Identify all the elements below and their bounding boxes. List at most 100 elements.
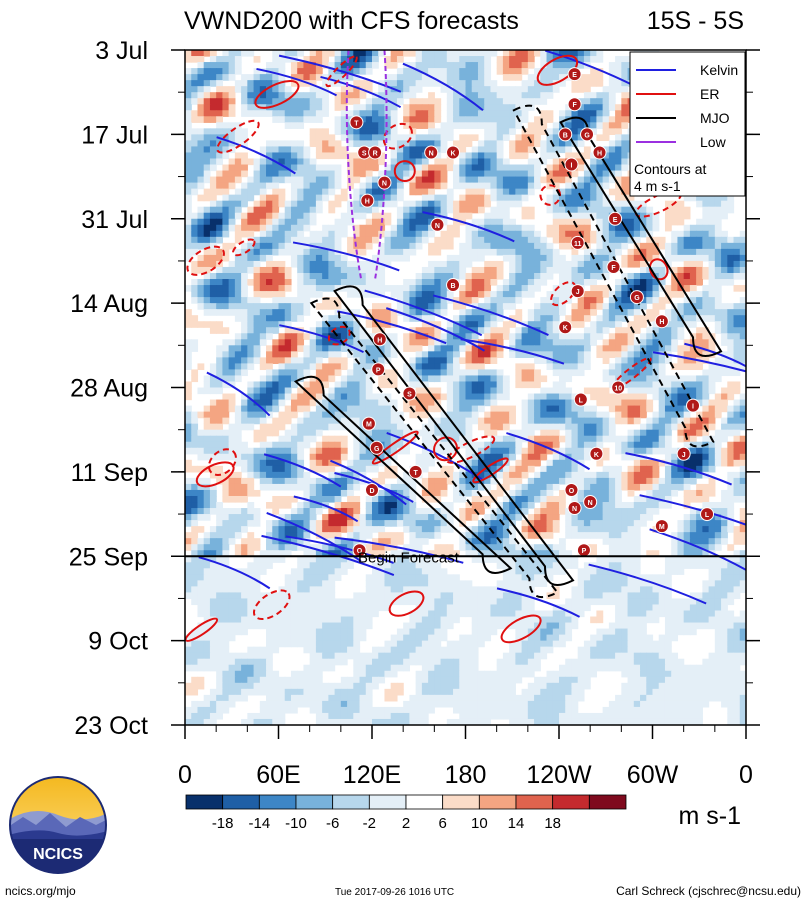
field-cell xyxy=(322,188,329,196)
field-cell xyxy=(621,381,629,389)
field-cell xyxy=(621,164,629,172)
field-cell xyxy=(203,74,211,81)
field-cell xyxy=(303,363,311,371)
field-cell xyxy=(721,212,728,220)
field-cell xyxy=(484,369,492,377)
field-cell xyxy=(309,176,317,184)
field-cell xyxy=(727,194,735,202)
field-cell xyxy=(415,98,423,105)
field-cell xyxy=(459,110,467,117)
field-cell xyxy=(222,194,230,202)
field-cell xyxy=(540,321,548,328)
field-cell xyxy=(216,321,223,328)
field-cell xyxy=(590,98,597,105)
field-cell xyxy=(577,74,585,81)
field-cell xyxy=(334,68,342,75)
field-cell xyxy=(365,182,373,190)
field-cell xyxy=(209,303,217,310)
field-cell xyxy=(347,405,354,413)
field-cell xyxy=(446,399,454,407)
field-cell xyxy=(652,411,660,419)
field-cell xyxy=(590,417,597,425)
field-cell xyxy=(253,266,261,274)
field-cell xyxy=(646,387,654,395)
field-cell xyxy=(259,387,267,395)
field-cell xyxy=(453,140,460,148)
field-cell xyxy=(241,369,248,377)
field-cell xyxy=(627,333,635,340)
field-cell xyxy=(359,92,367,99)
field-cell xyxy=(290,441,298,449)
field-cell xyxy=(490,279,498,286)
field-cell xyxy=(209,212,217,220)
field-cell xyxy=(272,140,280,148)
field-cell xyxy=(403,212,410,220)
field-cell xyxy=(372,254,379,262)
field-cell xyxy=(621,92,629,99)
field-cell xyxy=(396,146,404,154)
field-cell xyxy=(633,393,641,401)
field-cell xyxy=(702,333,710,340)
field-cell xyxy=(440,134,448,142)
field-cell xyxy=(527,351,535,358)
field-cell xyxy=(527,74,535,81)
field-cell xyxy=(216,417,223,425)
field-cell xyxy=(309,375,317,383)
field-cell xyxy=(608,224,616,232)
field-cell xyxy=(303,188,311,196)
field-cell xyxy=(396,68,404,75)
field-cell xyxy=(515,68,523,75)
field-cell xyxy=(702,285,710,292)
field-cell xyxy=(496,315,504,322)
field-cell xyxy=(652,224,660,232)
field-cell xyxy=(559,230,566,238)
field-cell xyxy=(353,104,361,111)
field-cell xyxy=(359,399,367,407)
field-cell xyxy=(621,363,629,371)
field-cell xyxy=(297,158,305,166)
field-cell xyxy=(203,453,211,461)
field-cell xyxy=(434,441,442,449)
field-cell xyxy=(353,206,361,214)
field-cell xyxy=(440,393,448,401)
field-cell xyxy=(396,254,404,262)
field-cell xyxy=(353,68,361,75)
field-cell xyxy=(353,279,361,286)
field-cell xyxy=(477,146,485,154)
field-cell xyxy=(559,116,566,123)
field-cell xyxy=(278,266,286,274)
field-cell xyxy=(309,104,317,111)
field-cell xyxy=(534,266,541,274)
field-cell xyxy=(471,254,479,262)
field-cell xyxy=(434,116,442,123)
field-cell xyxy=(241,254,248,262)
field-cell xyxy=(434,333,442,340)
field-cell xyxy=(521,291,529,298)
field-cell xyxy=(347,339,354,346)
field-cell xyxy=(378,285,386,292)
field-cell xyxy=(459,381,467,389)
field-cell xyxy=(596,80,604,87)
field-cell xyxy=(322,369,329,377)
field-cell xyxy=(596,423,604,431)
field-cell xyxy=(733,309,741,316)
field-cell xyxy=(440,297,448,304)
field-cell xyxy=(209,435,217,443)
field-cell xyxy=(347,369,354,377)
field-cell xyxy=(234,152,242,160)
field-cell xyxy=(459,158,467,166)
field-cell xyxy=(484,291,492,298)
field-cell xyxy=(652,266,660,274)
field-cell xyxy=(515,363,523,371)
field-cell xyxy=(540,242,548,250)
field-cell xyxy=(465,236,473,244)
field-cell xyxy=(484,429,492,437)
field-cell xyxy=(465,152,473,160)
field-cell xyxy=(571,128,579,135)
field-cell xyxy=(378,411,386,419)
field-cell xyxy=(272,116,280,123)
field-cell xyxy=(228,170,236,178)
field-cell xyxy=(727,429,735,437)
field-cell xyxy=(621,291,629,298)
field-cell xyxy=(247,260,255,268)
